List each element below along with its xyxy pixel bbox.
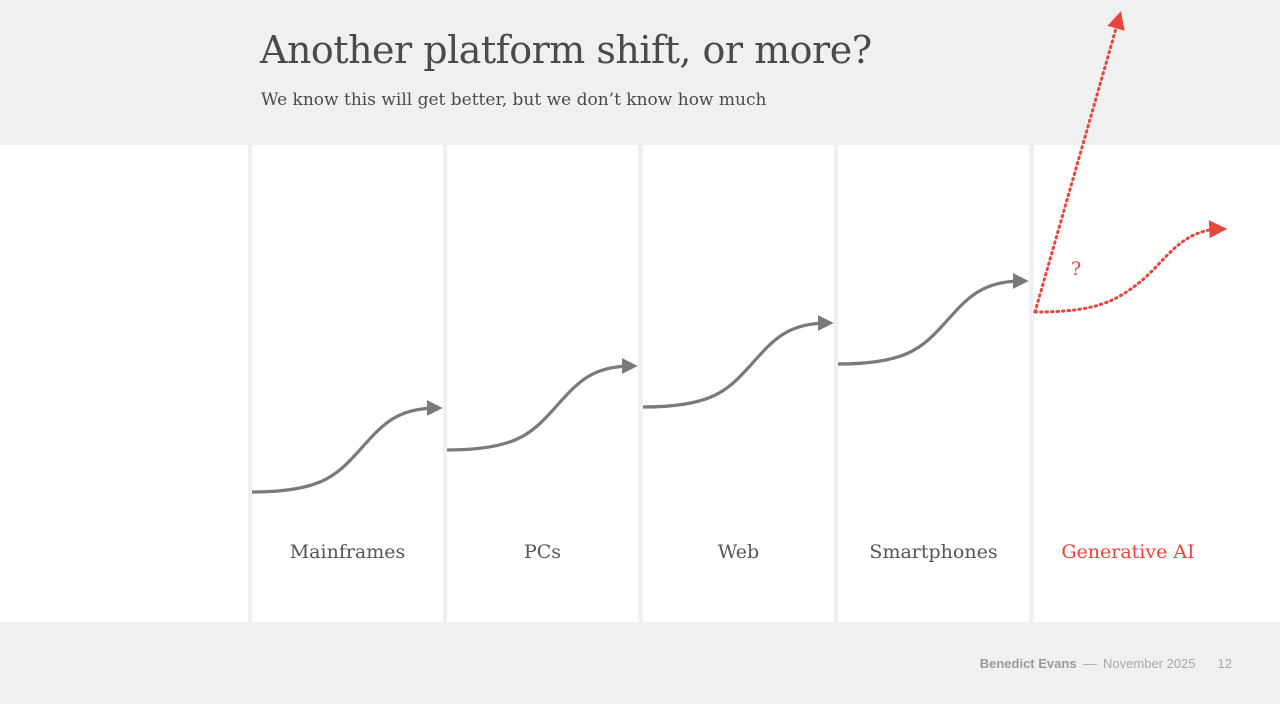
column-panel-mainframes — [252, 145, 443, 622]
dotted-curve-moderate-growth — [1033, 220, 1228, 314]
s-curve-web — [642, 315, 834, 409]
dotted-arrow-steep-growth — [1033, 11, 1125, 314]
footer-separator: –– — [1082, 656, 1098, 671]
column-label-web: Web — [717, 541, 760, 563]
slide-title: Another platform shift, or more? — [260, 28, 872, 72]
column-panel-pcs — [447, 145, 638, 622]
slide-footer: Benedict Evans –– November 2025 12 — [980, 656, 1232, 671]
column-panel-smartphones — [838, 145, 1029, 622]
column-label-mainframes: Mainframes — [289, 541, 406, 563]
s-curve-smartphones — [837, 273, 1029, 366]
s-curve-pcs — [446, 358, 638, 452]
footer-author: Benedict Evans — [979, 656, 1077, 671]
column-label-generative-ai: Generative AI — [1061, 541, 1195, 563]
column-label-smartphones: Smartphones — [869, 541, 998, 563]
column-label-pcs: PCs — [523, 541, 562, 563]
column-panel-web — [643, 145, 834, 622]
footer-date: November 2025 — [1103, 656, 1196, 671]
uncertainty-question-mark: ? — [1071, 258, 1082, 280]
page-number: 12 — [1217, 656, 1232, 671]
column-panel-generative-ai — [1034, 145, 1280, 622]
slide-subtitle: We know this will get better, but we don… — [261, 90, 767, 110]
s-curve-mainframes — [251, 400, 443, 494]
diagram-lead-panel — [0, 145, 248, 622]
